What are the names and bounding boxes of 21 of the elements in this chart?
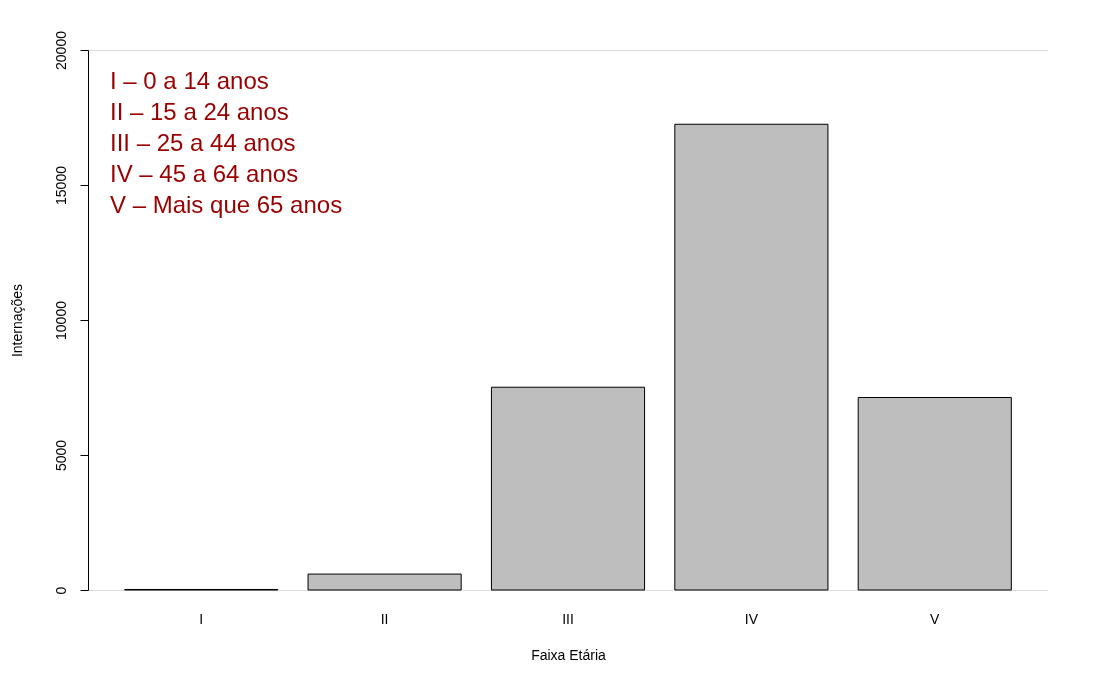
y-tick-label: 15000 bbox=[52, 165, 69, 205]
annotation: II – 15 a 24 anos bbox=[110, 98, 289, 125]
y-axis-title: Internações bbox=[8, 283, 25, 358]
annotation: V – Mais que 65 anos bbox=[110, 191, 343, 218]
bar bbox=[674, 123, 829, 591]
x-tick-label: II bbox=[380, 610, 389, 627]
bar bbox=[490, 386, 646, 591]
x-tick-label: I bbox=[199, 610, 204, 627]
annotation: III – 25 a 44 anos bbox=[110, 129, 296, 156]
x-tick-label: V bbox=[930, 610, 941, 627]
y-tick-label: 20000 bbox=[52, 30, 69, 70]
y-tick-label: 10000 bbox=[52, 300, 69, 340]
bar bbox=[307, 573, 462, 591]
y-tick-label: 5000 bbox=[52, 439, 69, 472]
x-tick-label: IV bbox=[744, 610, 759, 627]
bar bbox=[857, 396, 1012, 591]
annotation: I – 0 a 14 anos bbox=[110, 67, 269, 94]
x-axis-title: Faixa Etária bbox=[531, 646, 607, 663]
y-tick-label: 0 bbox=[52, 586, 69, 595]
x-tick-label: III bbox=[562, 610, 574, 627]
annotation: IV – 45 a 64 anos bbox=[110, 160, 299, 187]
